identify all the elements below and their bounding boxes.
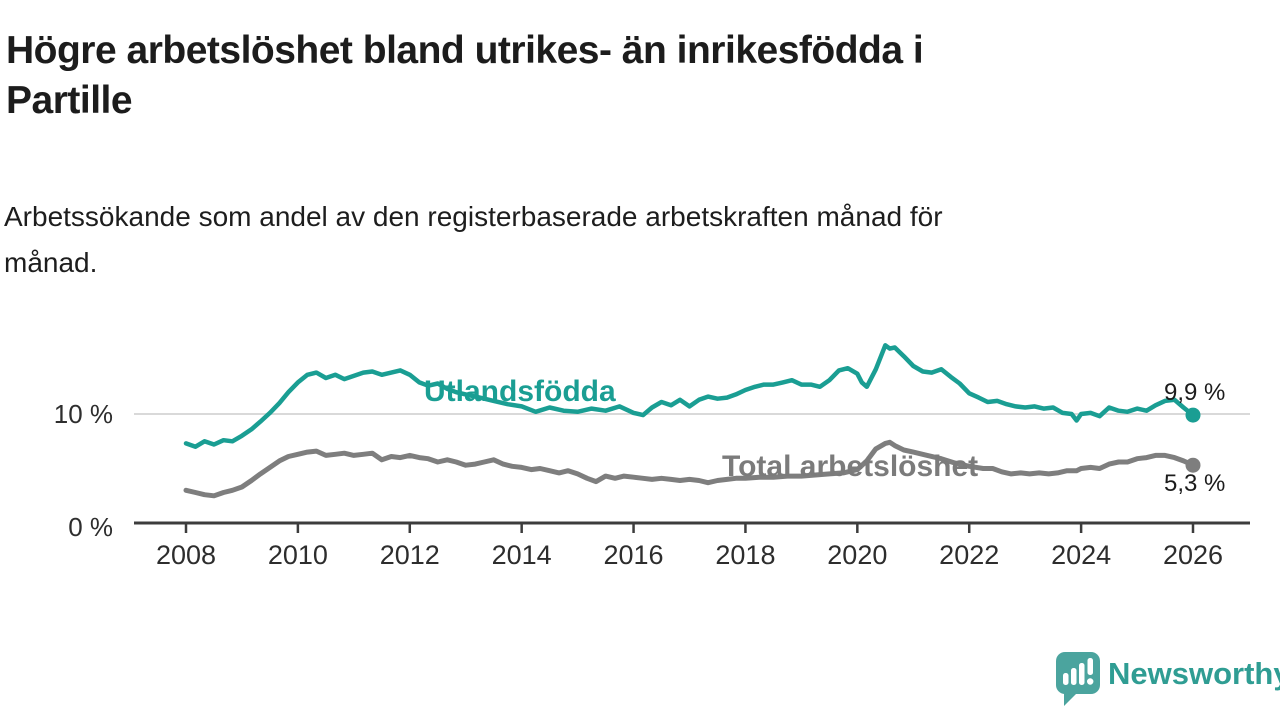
page-title-line-1: Högre arbetslöshet bland utrikes- än inr… xyxy=(6,29,924,72)
x-axis-label-2014: 2014 xyxy=(491,540,552,570)
x-axis-tick-marks xyxy=(184,523,1195,533)
x-axis-label-2026: 2026 xyxy=(1162,540,1224,570)
page-title-line-2: Partille xyxy=(6,79,133,122)
x-axis-label-2018: 2018 xyxy=(715,540,776,570)
series-line-total xyxy=(183,439,1196,499)
chart-series-lines xyxy=(183,343,1201,499)
end-value-label-utlandsfodda: 9,9 % xyxy=(1164,379,1226,406)
page-subtitle: Arbetssökande som andel av den registerb… xyxy=(4,194,1204,286)
y-axis-label-0: 0 % xyxy=(68,512,113,542)
page-title: Högre arbetslöshet bland utrikes- än inr… xyxy=(6,26,1206,126)
x-axis-label-2008: 2008 xyxy=(155,540,217,570)
x-axis-label-2020: 2020 xyxy=(827,540,888,570)
x-axis-label-2022: 2022 xyxy=(939,540,1000,570)
page-subtitle-line-2: månad. xyxy=(4,247,98,278)
end-dot-utlandsfodda xyxy=(1185,407,1201,423)
newsworthy-logo-text: Newsworthy xyxy=(1108,656,1280,691)
page-subtitle-line-1: Arbetssökande som andel av den registerb… xyxy=(4,201,943,232)
series-label-total-arbetsloshet: Total arbetslöshet xyxy=(722,450,979,483)
x-axis-label-2010: 2010 xyxy=(267,540,328,570)
x-axis-label-2016: 2016 xyxy=(603,540,664,570)
y-axis-label-10: 10 % xyxy=(53,399,113,429)
newsworthy-branding: Newsworthy xyxy=(1052,648,1280,712)
series-label-utlandsfodda: Utlandsfödda xyxy=(424,375,616,408)
end-value-label-total: 5,3 % xyxy=(1164,470,1226,497)
newsworthy-logo-icon xyxy=(1056,652,1100,706)
end-dot-total xyxy=(1185,457,1201,473)
x-axis-label-2012: 2012 xyxy=(379,540,440,570)
x-axis-label-2024: 2024 xyxy=(1051,540,1112,570)
series-line-utlandsfodda xyxy=(183,343,1196,449)
